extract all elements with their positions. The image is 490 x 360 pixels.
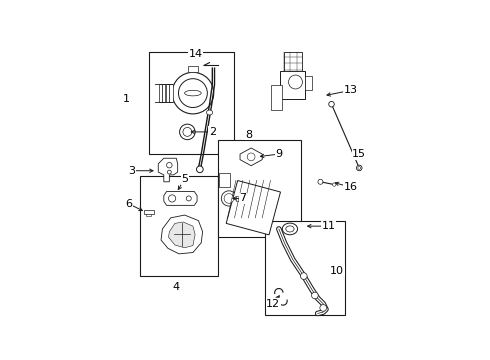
Text: 2: 2 [209, 127, 216, 137]
Bar [170, 84, 172, 102]
Bar [265, 221, 345, 315]
Text: 3: 3 [128, 166, 135, 176]
Bar [147, 214, 151, 216]
Bar [148, 51, 235, 154]
Text: 6: 6 [125, 199, 133, 209]
Bar [166, 84, 169, 102]
Bar [144, 210, 153, 214]
Bar [219, 174, 230, 187]
Bar [162, 84, 166, 102]
Text: 7: 7 [239, 193, 246, 203]
Text: 15: 15 [352, 149, 366, 159]
Text: 9: 9 [275, 149, 282, 159]
Circle shape [186, 196, 191, 201]
Circle shape [300, 273, 307, 279]
Text: 10: 10 [330, 266, 344, 275]
Polygon shape [169, 222, 195, 248]
Text: 16: 16 [344, 183, 358, 192]
Circle shape [168, 170, 172, 174]
Bar [188, 66, 198, 72]
Circle shape [172, 72, 214, 114]
Circle shape [312, 292, 318, 299]
Circle shape [167, 162, 172, 168]
Ellipse shape [185, 90, 201, 96]
Circle shape [183, 127, 192, 136]
Polygon shape [158, 158, 178, 182]
Circle shape [289, 75, 302, 89]
Ellipse shape [221, 191, 237, 206]
Polygon shape [240, 148, 262, 166]
Bar [305, 76, 312, 90]
Ellipse shape [282, 223, 297, 235]
Circle shape [329, 102, 334, 107]
Circle shape [333, 183, 336, 186]
Text: 12: 12 [266, 299, 280, 309]
Bar [270, 85, 282, 110]
Polygon shape [161, 215, 203, 254]
Text: 11: 11 [322, 221, 336, 231]
Text: 4: 4 [172, 282, 180, 292]
Text: 5: 5 [181, 174, 188, 184]
Bar [284, 51, 302, 71]
Bar [280, 71, 305, 99]
Text: 8: 8 [245, 130, 252, 140]
Text: 14: 14 [189, 49, 203, 59]
Circle shape [180, 124, 195, 140]
Circle shape [320, 305, 326, 311]
Circle shape [358, 167, 361, 169]
Text: 13: 13 [344, 85, 358, 95]
Circle shape [318, 179, 323, 184]
Bar [226, 180, 280, 235]
Circle shape [169, 195, 176, 202]
Ellipse shape [247, 153, 255, 161]
Circle shape [178, 79, 207, 108]
Bar [140, 176, 218, 276]
Circle shape [356, 165, 362, 171]
Text: 1: 1 [123, 94, 130, 104]
Ellipse shape [286, 226, 294, 232]
Circle shape [196, 166, 203, 173]
Bar [236, 196, 240, 201]
Bar [218, 140, 301, 237]
Polygon shape [164, 192, 197, 205]
Ellipse shape [206, 110, 213, 115]
Bar [159, 84, 162, 102]
Ellipse shape [224, 194, 234, 203]
